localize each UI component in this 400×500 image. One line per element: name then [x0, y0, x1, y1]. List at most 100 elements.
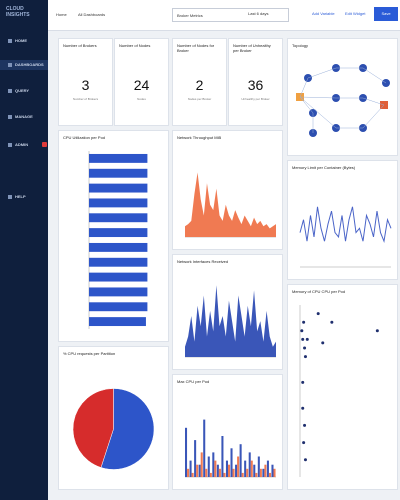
breadcrumb[interactable]: Home [56, 12, 67, 17]
chart [88, 151, 148, 329]
point [303, 423, 307, 427]
bar [250, 460, 253, 477]
widget: % CPU requests per Partition [58, 346, 169, 490]
bar [200, 452, 203, 477]
nav-item[interactable]: HOME [8, 38, 27, 43]
kpi-card: Number of Nodes 24 Nodes [114, 38, 169, 126]
line [299, 206, 392, 244]
nav-item[interactable]: QUERY [8, 88, 29, 93]
widget-title: % CPU requests per Partition [63, 351, 116, 356]
chart [299, 206, 392, 268]
kpi-sub: Unhealthy per Broker [241, 97, 270, 101]
bar [221, 436, 224, 477]
bar [89, 242, 148, 252]
point [330, 320, 334, 324]
widget-title: Memory Limit per Container (Bytes) [292, 165, 356, 170]
sidebar: CLOUD INSIGHTS HOME DASHBOARDS QUERY MAN… [0, 0, 48, 500]
bar [266, 460, 269, 477]
bar [253, 464, 256, 477]
point [303, 346, 307, 350]
chart [185, 172, 276, 238]
bar [89, 287, 148, 297]
bar [273, 468, 276, 477]
kpi-title: Number of Nodes [119, 43, 151, 48]
pie-slice [72, 388, 114, 468]
kpi-card: Number of Unhealthy per Broker 36 Unhealth… [228, 38, 283, 126]
bar [255, 472, 258, 477]
kpi-card: Number of Nodes for Broker 2 Nodes per Bro… [172, 38, 227, 126]
bar [89, 168, 148, 178]
bar [194, 440, 197, 477]
widget-title: Topology [292, 43, 309, 48]
point [303, 458, 307, 462]
edit-widget[interactable]: Edit Widget [345, 11, 366, 16]
bar [244, 460, 247, 477]
bar [232, 468, 235, 477]
area [185, 285, 276, 357]
bar [203, 419, 206, 477]
bar [89, 183, 148, 193]
save-button[interactable]: Save [374, 7, 398, 21]
kpi-sub: Nodes [137, 97, 146, 101]
bar [89, 257, 148, 267]
bar [246, 468, 249, 477]
bar [214, 460, 217, 477]
nav-item[interactable]: MANAGE [8, 114, 33, 119]
bar [212, 452, 215, 477]
bar [185, 427, 188, 477]
nav-item[interactable]: DASHBOARDS [0, 60, 48, 70]
topology-edges [299, 67, 387, 133]
badge [42, 142, 47, 147]
bar [89, 213, 148, 223]
nav-item[interactable]: ADMIN [8, 142, 28, 147]
bar [216, 464, 219, 477]
bar [230, 448, 233, 477]
bar [257, 456, 260, 477]
kpi-value: 2 [195, 77, 204, 93]
kpi-value: 24 [133, 77, 150, 93]
point [321, 341, 325, 345]
bar [89, 317, 146, 327]
point [303, 355, 307, 359]
widget: Memory of CPU CPU per Pod [287, 284, 398, 490]
point [302, 320, 306, 324]
bar [262, 468, 265, 477]
bar [264, 464, 267, 477]
search-box[interactable]: Broker Metrics [172, 8, 289, 22]
breadcrumb: Broker Metrics [177, 13, 203, 18]
point [302, 441, 306, 445]
bar [209, 472, 212, 477]
area [185, 172, 276, 237]
widget: Max CPU per Pod [172, 374, 283, 490]
point [301, 406, 305, 410]
chart [185, 419, 276, 478]
bar [227, 464, 231, 477]
bar [196, 464, 199, 477]
widget: Memory Limit per Container (Bytes) [287, 160, 398, 280]
add-variable[interactable]: Add Variable [312, 11, 335, 16]
widget-title: Max CPU per Pod [177, 379, 210, 384]
kpi-value: 36 [247, 77, 264, 93]
bar [218, 468, 221, 477]
bar [89, 228, 148, 238]
bar [271, 464, 274, 477]
topbar: Home All Dashboards Broker Metrics Last … [48, 0, 400, 31]
bar [205, 468, 208, 477]
widget-title: CPU Utilization per Pod [63, 135, 106, 140]
nav-item[interactable]: HELP [8, 194, 26, 199]
chart [299, 305, 379, 477]
logo: CLOUD INSIGHTS [6, 6, 30, 18]
bar [259, 468, 262, 477]
chart [72, 388, 155, 470]
kpi-title: Number of Unhealthy per Broker [233, 43, 271, 53]
time-range[interactable]: Last 6 days [248, 11, 269, 16]
kpi-title: Number of Brokers [63, 43, 97, 48]
kpi-card: Number of Brokers 3 Number of Brokers [58, 38, 113, 126]
point [305, 337, 309, 341]
widget-title: Network Throughput MiB [177, 135, 222, 140]
widget-title: Memory of CPU CPU per Pod [292, 289, 346, 294]
bar [239, 444, 242, 477]
breadcrumb[interactable]: All Dashboards [78, 12, 106, 17]
bar [248, 452, 251, 477]
